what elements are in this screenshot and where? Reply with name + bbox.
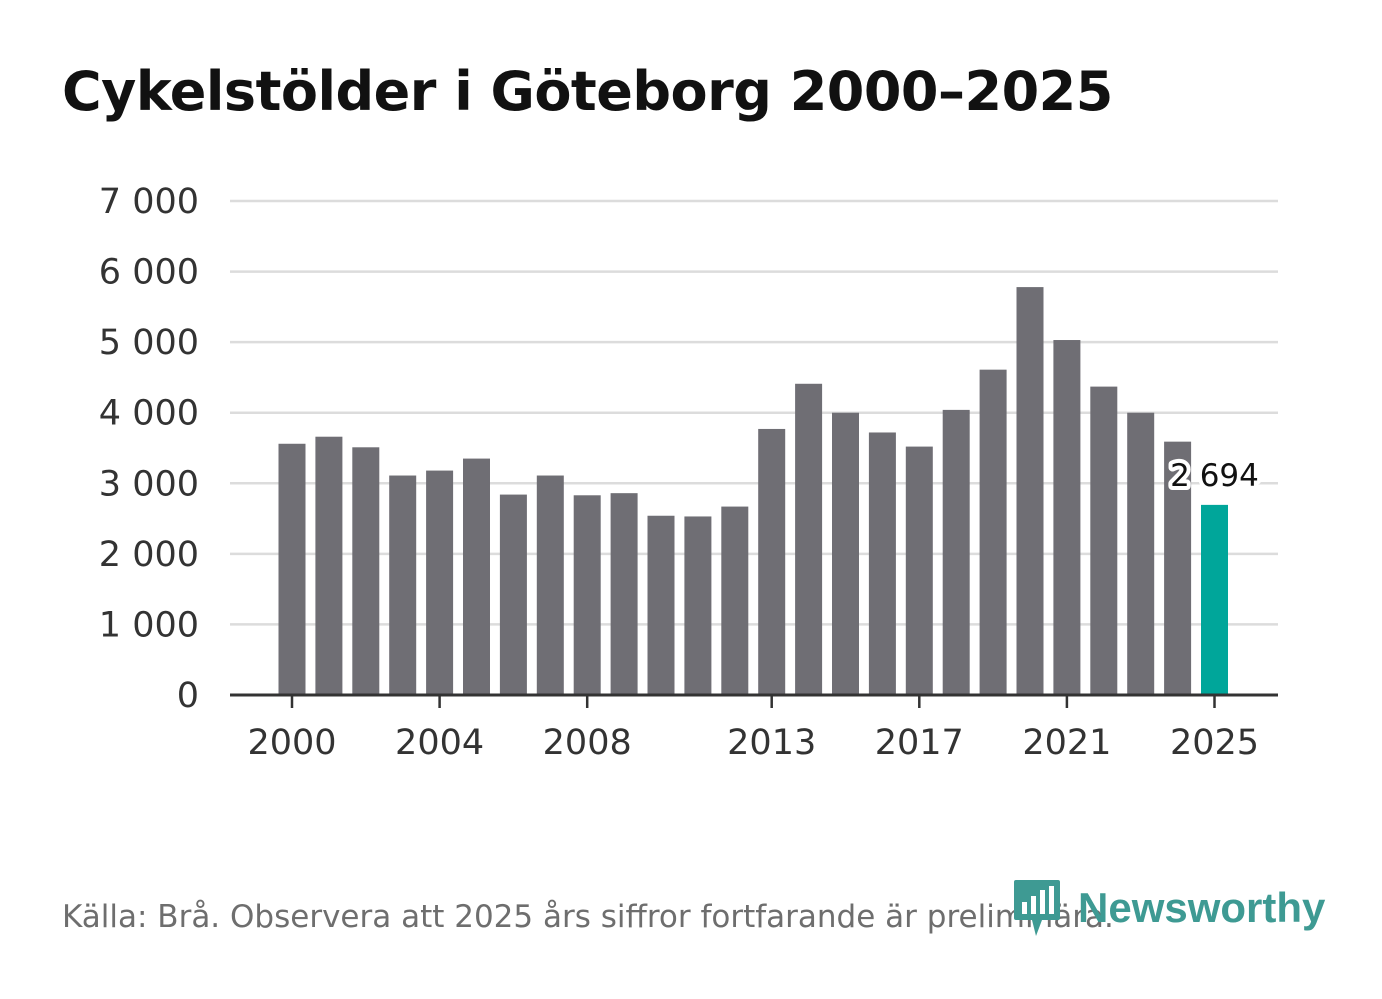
- bar-2004: [426, 470, 454, 695]
- data-label: 2 694: [1170, 458, 1259, 494]
- bar-2009: [610, 493, 638, 695]
- bar-2016: [868, 432, 896, 695]
- x-tick-label: 2013: [727, 723, 816, 763]
- y-tick-label: 4 000: [99, 394, 199, 434]
- x-tick-label: 2025: [1170, 723, 1259, 763]
- y-tick-label: 0: [177, 676, 199, 716]
- y-tick-label: 1 000: [99, 605, 199, 645]
- bar-2025: [1201, 504, 1228, 695]
- x-tick-label: 2004: [395, 723, 484, 763]
- x-tick-label: 2008: [543, 723, 632, 763]
- brand-name: Newsworthy: [1078, 884, 1326, 931]
- bar-2012: [721, 506, 749, 695]
- bars: [278, 287, 1228, 695]
- y-tick-label: 5 000: [99, 323, 199, 363]
- x-tick-label: 2017: [875, 723, 964, 763]
- x-tick-label: 2021: [1022, 723, 1111, 763]
- data-label-halo: 2 694: [1170, 458, 1259, 494]
- bar-2006: [499, 494, 527, 695]
- bar-2000: [278, 443, 306, 695]
- x-tick-label: 2000: [247, 723, 336, 763]
- bar-2001: [315, 436, 343, 695]
- source-note: Källa: Brå. Observera att 2025 års siffr…: [62, 899, 1114, 935]
- bar-2013: [758, 428, 786, 695]
- bar-2019: [979, 369, 1007, 695]
- bar-2022: [1090, 386, 1118, 695]
- bar-2018: [942, 409, 970, 695]
- y-tick-label: 6 000: [99, 253, 199, 293]
- bar-2015: [832, 412, 859, 695]
- bar-2011: [684, 516, 712, 695]
- bar-2017: [905, 446, 933, 695]
- bar-2007: [536, 475, 564, 695]
- y-tick-label: 7 000: [99, 182, 199, 222]
- bar-2005: [463, 458, 490, 695]
- bar-2008: [573, 495, 601, 695]
- bar-2024: [1164, 441, 1192, 695]
- bar-2002: [352, 447, 380, 695]
- bar-2014: [795, 383, 823, 695]
- bar-2010: [647, 515, 675, 695]
- y-tick-label: 2 000: [99, 535, 199, 575]
- bar-2020: [1016, 287, 1044, 695]
- x-axis-tick-labels: 2000 2004 2008 2013 2017 2021 2025: [247, 723, 1259, 763]
- newsworthy-logo-icon: [1014, 880, 1060, 936]
- bar-2023: [1127, 412, 1155, 695]
- grid-lines: [230, 199, 1278, 626]
- y-axis-tick-labels: 0 1 000 2 000 3 000 4 000 5 000 6 000 7 000: [99, 182, 199, 716]
- bar-2003: [389, 475, 417, 695]
- chart-title: Cykelstölder i Göteborg 2000–2025: [62, 60, 1113, 123]
- bar-2021: [1053, 340, 1081, 695]
- y-tick-label: 3 000: [99, 464, 199, 504]
- x-axis: [230, 693, 1278, 708]
- brand-logo[interactable]: Newsworthy: [1012, 878, 1325, 938]
